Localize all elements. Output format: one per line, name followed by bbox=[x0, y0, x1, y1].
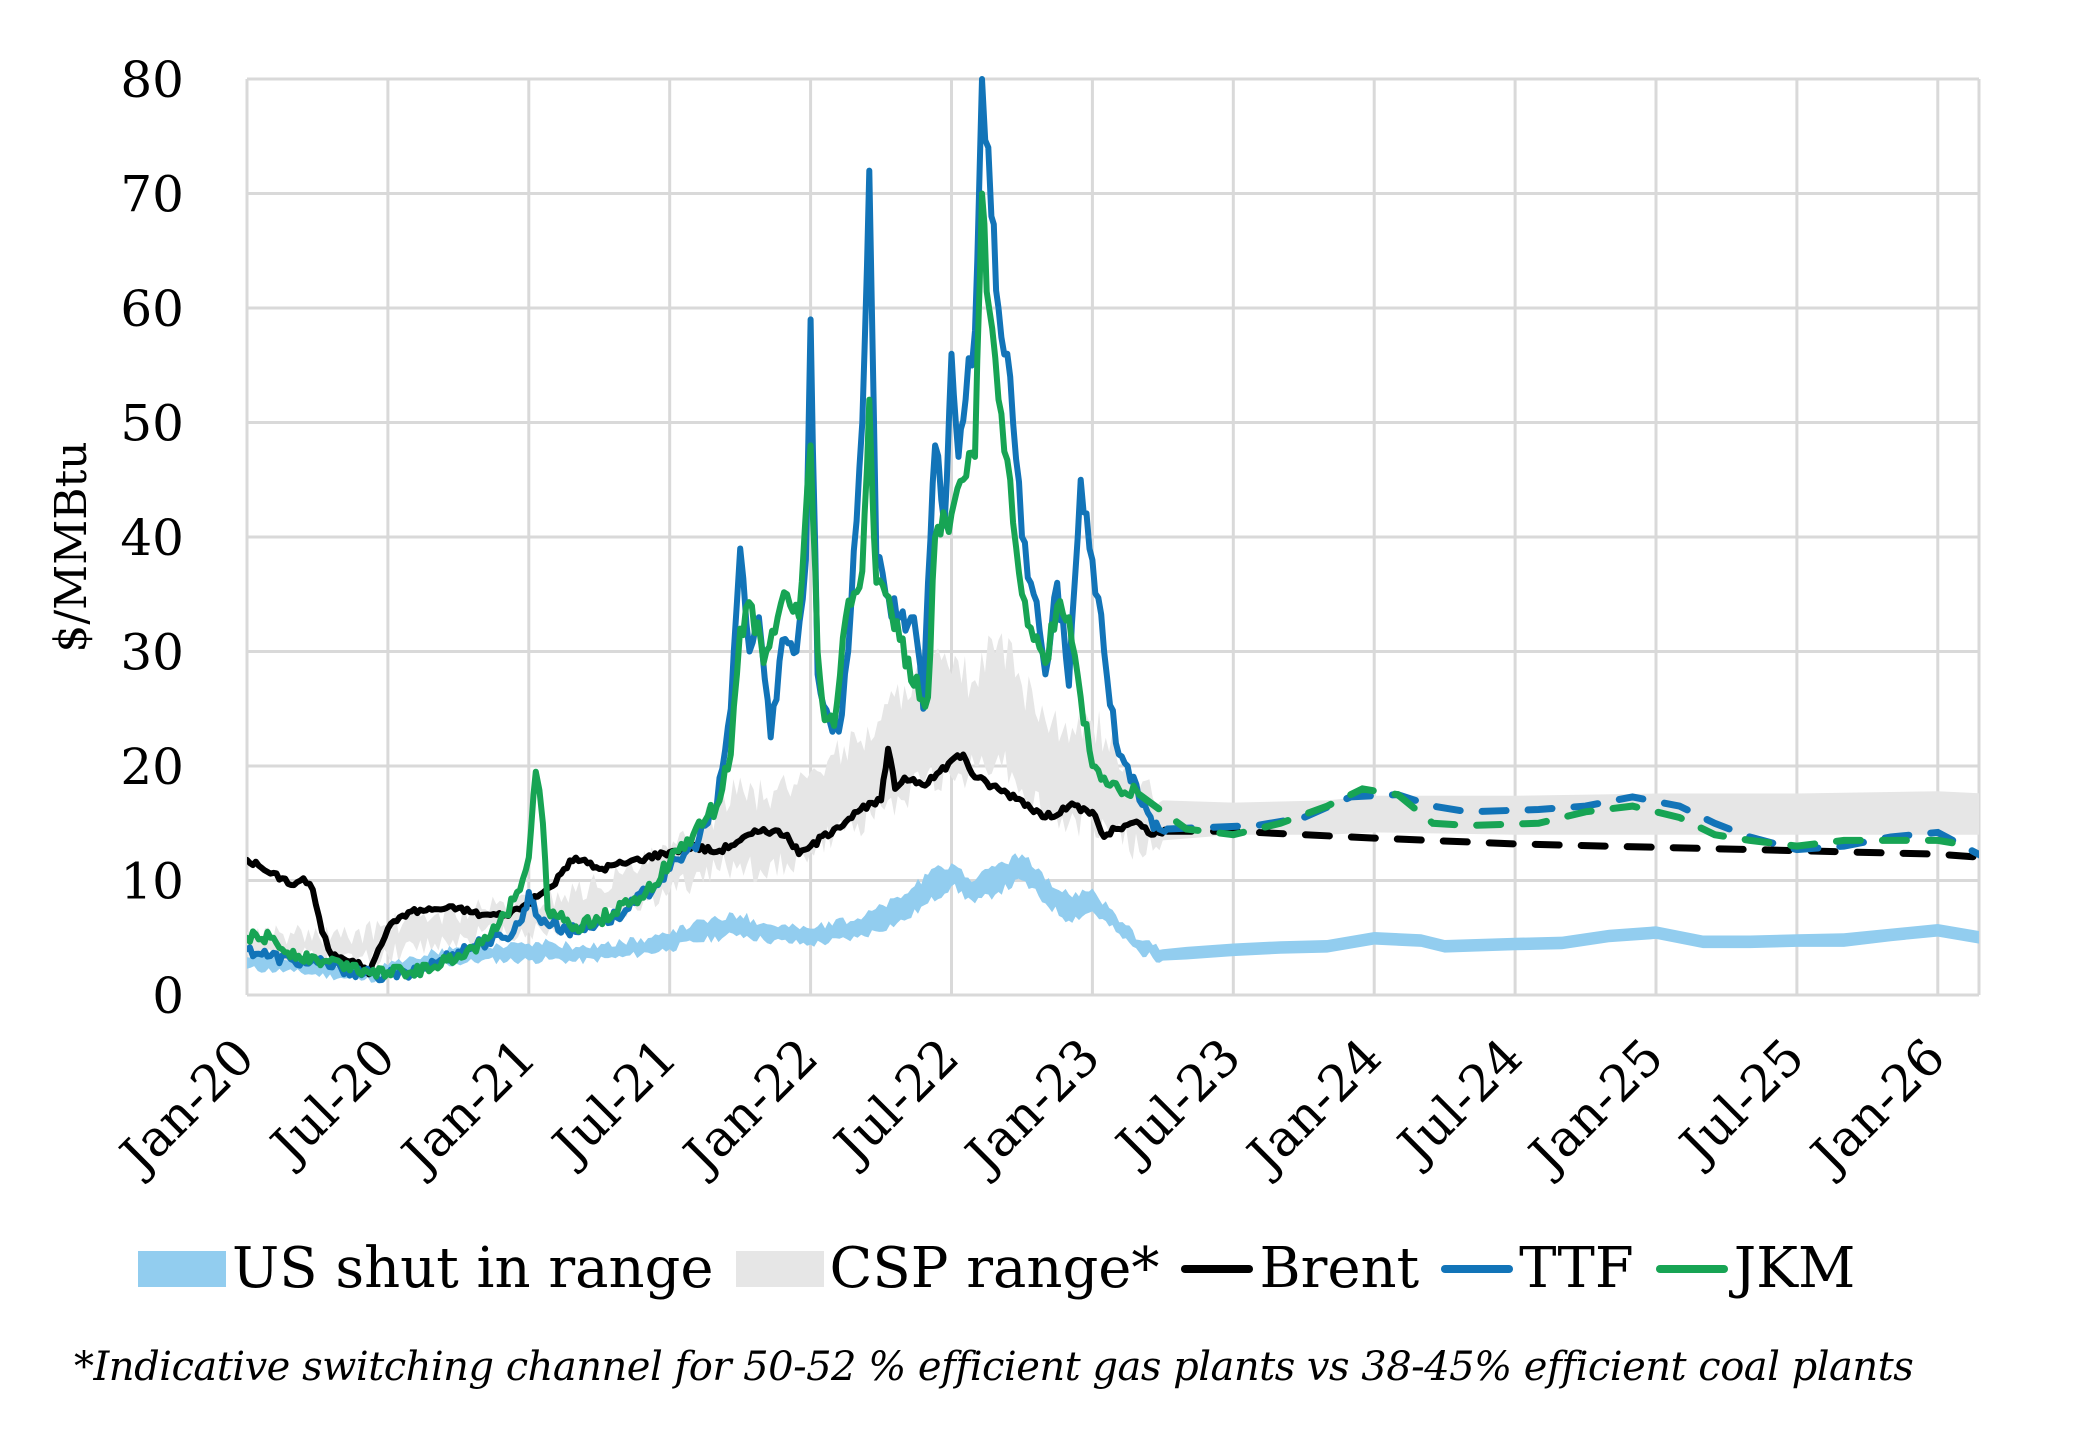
x-tick-label: Jul-20 bbox=[257, 1027, 407, 1177]
y-tick-label: 0 bbox=[152, 967, 184, 1025]
y-tick-label: 60 bbox=[120, 280, 184, 338]
x-tick-label: Jan-20 bbox=[106, 1027, 266, 1187]
y-tick-labels: 0 10 20 30 40 50 60 70 80 bbox=[120, 51, 184, 1025]
y-tick-label: 70 bbox=[120, 166, 184, 224]
y-axis-title: $/MMBtu bbox=[46, 441, 97, 652]
legend-swatch-csp bbox=[735, 1250, 824, 1287]
jkm-history-line bbox=[247, 190, 1143, 980]
us-shut-in-range-band bbox=[247, 853, 1979, 983]
legend-swatch-ttf bbox=[1441, 1264, 1514, 1273]
legend-item-csp[interactable]: CSP range* bbox=[735, 1236, 1160, 1301]
ttf-forecast-line bbox=[1164, 791, 1979, 859]
x-tick-label: Jan-24 bbox=[1233, 1027, 1393, 1187]
range-bands bbox=[247, 633, 1979, 983]
legend-swatch-brent bbox=[1181, 1264, 1254, 1273]
legend-label: CSP range* bbox=[829, 1236, 1160, 1301]
x-tick-label: Jan-21 bbox=[388, 1027, 548, 1187]
grid bbox=[245, 77, 1981, 997]
series-lines bbox=[247, 76, 1979, 984]
y-tick-label: 80 bbox=[120, 51, 184, 109]
csp-range-band bbox=[247, 633, 1979, 967]
x-tick-label: Jan-26 bbox=[1797, 1027, 1957, 1187]
brent-forecast-line bbox=[1164, 827, 1979, 861]
legend-item-jkm[interactable]: JKM bbox=[1655, 1236, 1856, 1301]
x-tick-label: Jan-22 bbox=[670, 1027, 830, 1187]
x-tick-label: Jul-23 bbox=[1102, 1027, 1252, 1177]
legend: US shut in range CSP range* Brent TTF JK… bbox=[138, 1236, 1877, 1301]
y-tick-label: 10 bbox=[120, 853, 184, 911]
x-tick-label: Jul-22 bbox=[820, 1027, 970, 1177]
legend-item-us-shut-in[interactable]: US shut in range bbox=[138, 1236, 714, 1301]
legend-swatch-us-shut-in bbox=[138, 1250, 226, 1287]
x-tick-labels: Jan-20Jul-20Jan-21Jul-21Jan-22Jul-22Jan-… bbox=[106, 1027, 1956, 1187]
x-tick-label: Jul-25 bbox=[1666, 1027, 1816, 1177]
y-tick-label: 50 bbox=[120, 395, 184, 453]
legend-label: JKM bbox=[1733, 1236, 1856, 1301]
legend-item-ttf[interactable]: TTF bbox=[1441, 1236, 1634, 1301]
legend-label: TTF bbox=[1519, 1236, 1634, 1301]
legend-label: US shut in range bbox=[232, 1236, 714, 1301]
jkm-forecast-line bbox=[1135, 785, 1977, 850]
y-tick-label: 30 bbox=[120, 624, 184, 682]
x-tick-label: Jul-21 bbox=[538, 1027, 688, 1177]
brent-history-line bbox=[247, 745, 1171, 978]
x-tick-label: Jan-23 bbox=[951, 1027, 1111, 1187]
legend-label: Brent bbox=[1259, 1236, 1420, 1301]
x-tick-label: Jan-25 bbox=[1515, 1027, 1675, 1187]
y-tick-label: 40 bbox=[120, 509, 184, 567]
x-tick-label: Jul-24 bbox=[1384, 1027, 1534, 1177]
y-tick-label: 20 bbox=[120, 738, 184, 796]
legend-swatch-jkm bbox=[1655, 1264, 1728, 1273]
footnote: *Indicative switching channel for 50-52 … bbox=[74, 1344, 1914, 1390]
legend-item-brent[interactable]: Brent bbox=[1181, 1236, 1419, 1301]
